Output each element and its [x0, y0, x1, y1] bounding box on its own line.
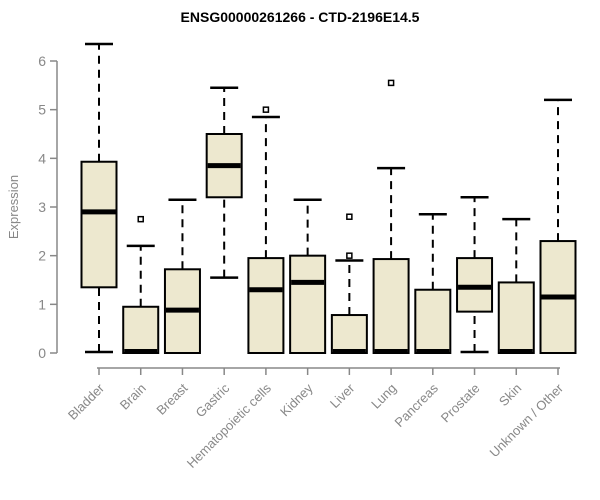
y-tick-label: 3: [38, 199, 46, 215]
boxplot-group: [330, 213, 368, 355]
boxplot-group: [497, 217, 535, 355]
box-rect: [122, 305, 160, 354]
x-tick-label: Unknown / Other: [487, 380, 567, 460]
boxplot-group: [205, 86, 243, 279]
x-tick-label: Prostate: [438, 381, 483, 426]
box-rect: [247, 257, 285, 355]
outlier-point: [262, 106, 270, 113]
x-tick-label: Liver: [327, 380, 358, 411]
boxplot-group: [247, 106, 285, 355]
boxplot-group: [372, 79, 410, 355]
x-tick-label: Breast: [153, 380, 190, 417]
chart-title: ENSG00000261266 - CTD-2196E14.5: [180, 9, 420, 25]
boxplot-group: [539, 98, 577, 354]
x-tick-label: Gastric: [193, 380, 233, 420]
box-rect: [80, 160, 118, 289]
box-rect: [414, 288, 452, 355]
box-rect: [289, 254, 327, 355]
outlier-point: [346, 213, 353, 220]
x-tick-label: Brain: [117, 381, 149, 413]
boxplot-group: [163, 198, 201, 354]
boxplot-group: [122, 215, 160, 355]
boxplot-group: [80, 42, 118, 354]
boxplot-group: [414, 213, 452, 355]
y-tick-label: 1: [38, 296, 46, 312]
boxplot-group: [289, 198, 327, 355]
outlier-point: [137, 215, 144, 223]
boxplot-group: [456, 196, 494, 354]
y-tick-label: 0: [38, 345, 46, 361]
box-rect: [372, 258, 410, 354]
y-tick-label: 6: [38, 53, 46, 69]
x-tick-label: Kidney: [277, 380, 316, 419]
x-tick-label: Skin: [496, 381, 524, 409]
outlier-point: [387, 79, 395, 87]
outlier-point: [346, 252, 353, 259]
x-tick-label: Bladder: [65, 380, 108, 423]
box-rect: [497, 281, 535, 354]
x-tick-label: Pancreas: [391, 380, 441, 430]
x-tick-label: Lung: [368, 381, 399, 412]
y-tick-label: 4: [38, 150, 46, 166]
y-tick-label: 5: [38, 102, 46, 118]
box-rect: [330, 314, 368, 355]
y-tick-label: 2: [38, 248, 46, 264]
